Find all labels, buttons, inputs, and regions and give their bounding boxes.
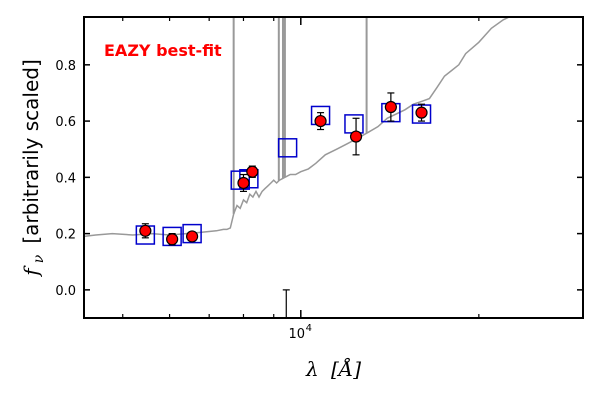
template-line — [84, 17, 511, 238]
svg-text:f ν [arbitrarily s: f ν [arbitrarily scaled] — [19, 59, 47, 278]
data-point — [166, 233, 179, 246]
y-axis-subscript: ν — [31, 254, 47, 263]
observed-photometry — [139, 100, 428, 246]
y-axis-text: [arbitrarily scaled] — [19, 59, 43, 243]
x-tick-label: 10 — [289, 327, 306, 342]
y-axis-label: f ν [arbitrarily scaled] — [19, 59, 47, 278]
annotation-label: EAZY best-fit — [104, 41, 222, 60]
data-point — [139, 224, 152, 237]
y-tick-label: 0.0 — [55, 284, 76, 299]
plot-frame — [83, 16, 584, 319]
template-spectrum — [84, 17, 511, 238]
y-axis-symbol: f — [19, 265, 43, 278]
y-tick-label: 0.2 — [55, 228, 76, 243]
data-point — [415, 106, 428, 119]
y-tick-label: 0.8 — [55, 59, 76, 74]
x-axis-label: λ [Å] — [305, 356, 361, 381]
model-box — [344, 114, 364, 134]
model-box — [182, 223, 202, 244]
x-tick-exponent: 4 — [306, 323, 312, 334]
data-point — [349, 130, 363, 143]
axis-ticks: 0.0 0.2 0.4 0.6 0.8 10 4 — [55, 17, 583, 342]
data-point — [384, 100, 397, 114]
data-point — [237, 176, 250, 190]
y-tick-label: 0.6 — [55, 115, 76, 130]
model-box — [277, 138, 298, 158]
data-point — [246, 165, 259, 178]
data-point — [314, 114, 327, 128]
x-axis-symbol: λ — [305, 357, 319, 381]
upper-limit-marker — [282, 289, 290, 318]
y-tick-label: 0.4 — [55, 171, 76, 186]
emission-lines — [232, 17, 368, 214]
x-axis-unit: [Å] — [331, 356, 361, 381]
data-point — [186, 230, 199, 243]
